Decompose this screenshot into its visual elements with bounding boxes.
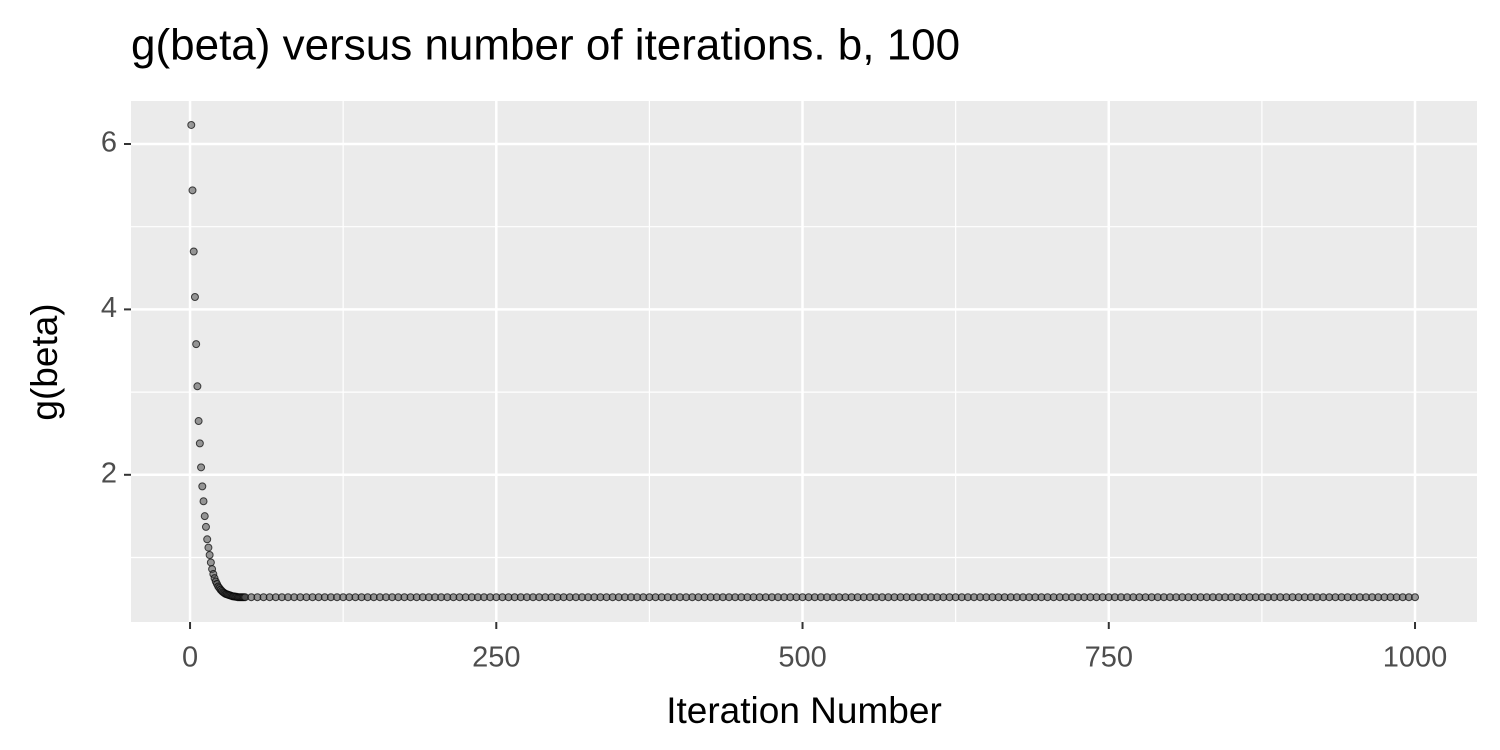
y-axis-label: g(beta) xyxy=(24,303,65,420)
grid xyxy=(131,101,1477,622)
point xyxy=(197,463,206,472)
x-tick-label: 1000 xyxy=(1383,642,1448,674)
point xyxy=(194,417,203,426)
x-tick-label: 0 xyxy=(182,642,198,674)
point xyxy=(192,340,201,349)
point xyxy=(206,558,215,567)
point xyxy=(189,247,198,256)
point xyxy=(201,522,210,531)
x-axis-label: Iteration Number xyxy=(666,690,942,731)
point xyxy=(200,512,209,521)
points xyxy=(187,120,1420,602)
y-tick-label: 2 xyxy=(101,457,117,489)
point xyxy=(187,120,196,129)
x-tick-label: 250 xyxy=(472,642,520,674)
point xyxy=(204,543,213,552)
axes: 0 250 500 750 1000 2 4 6 xyxy=(101,127,1447,674)
chart-title: g(beta) versus number of iterations. b, … xyxy=(131,21,960,70)
point xyxy=(203,535,212,544)
y-tick-label: 4 xyxy=(101,292,117,324)
point xyxy=(1411,593,1420,602)
point xyxy=(198,482,207,491)
point xyxy=(193,382,202,391)
x-tick-label: 750 xyxy=(1085,642,1133,674)
x-tick-label: 500 xyxy=(778,642,826,674)
point xyxy=(205,551,214,560)
point xyxy=(199,497,208,506)
y-tick-label: 6 xyxy=(101,127,117,159)
point xyxy=(188,186,197,195)
point xyxy=(195,439,204,448)
point xyxy=(190,292,199,301)
panel xyxy=(131,101,1477,622)
